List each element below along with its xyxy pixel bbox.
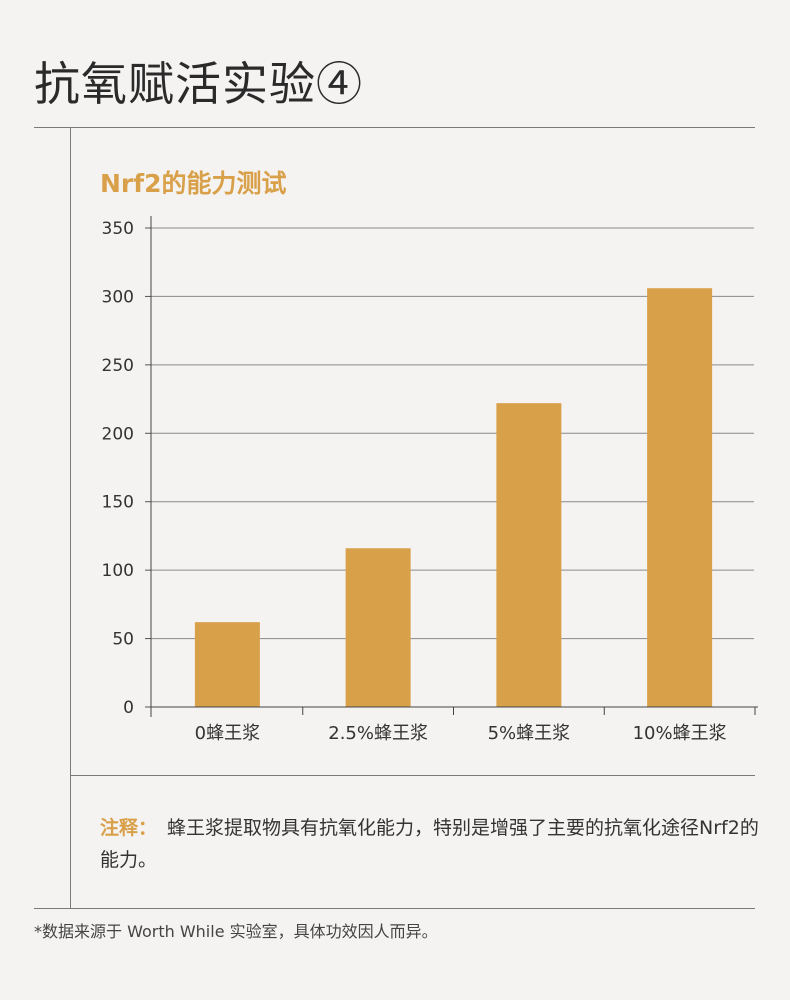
bars (194, 288, 713, 707)
note: 注释： 蜂王浆提取物具有抗氧化能力，特别是增强了主要的抗氧化途径Nrf2的能力。 (100, 812, 760, 876)
bar (345, 548, 411, 707)
bar (647, 288, 713, 707)
x-tick-label: 10%蜂王浆 (633, 723, 727, 744)
bar (496, 403, 562, 707)
y-tick-label: 150 (102, 493, 134, 513)
tick-labels: 0 50 100 150 200 250 300 350 0蜂王浆 2.5%蜂王浆 5%蜂王浆 10%… (102, 219, 727, 744)
page-title: 抗氧赋活实验④ (34, 57, 363, 111)
x-tick-label: 2.5%蜂王浆 (328, 723, 428, 744)
chart-divider (70, 775, 755, 776)
bar-chart: 0 50 100 150 200 250 300 350 0蜂王浆 2.5%蜂王浆 5%蜂王浆 10%… (102, 216, 758, 744)
y-tick-label: 300 (102, 287, 134, 307)
chart-title: Nrf2的能力测试 (100, 169, 287, 198)
left-rule (70, 128, 71, 908)
y-tick-label: 250 (102, 356, 134, 376)
y-tick-label: 350 (102, 219, 134, 239)
footnote: *数据来源于 Worth While 实验室，具体功效因人而异。 (34, 922, 438, 941)
y-tick-label: 200 (102, 424, 134, 444)
axes (145, 216, 758, 717)
title-divider (34, 127, 755, 128)
y-tick-label: 100 (102, 561, 134, 581)
x-tick-label: 0蜂王浆 (195, 723, 260, 744)
footer-divider (34, 908, 755, 909)
bar (194, 622, 260, 707)
note-text: 蜂王浆提取物具有抗氧化能力，特别是增强了主要的抗氧化途径Nrf2的能力。 (100, 817, 759, 871)
y-tick-label: 0 (123, 698, 134, 718)
note-label: 注释： (100, 817, 158, 839)
x-tick-label: 5%蜂王浆 (488, 723, 571, 744)
y-tick-label: 50 (112, 630, 134, 650)
